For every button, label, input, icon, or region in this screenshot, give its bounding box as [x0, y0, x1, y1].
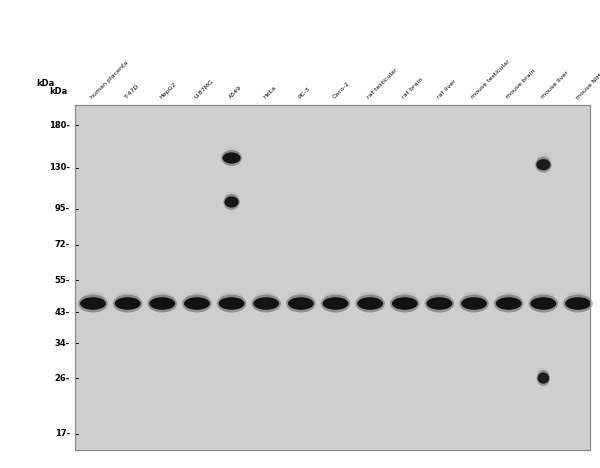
- Ellipse shape: [529, 294, 558, 313]
- Text: HeLa: HeLa: [263, 85, 278, 100]
- Ellipse shape: [563, 294, 593, 313]
- Ellipse shape: [425, 294, 454, 313]
- Ellipse shape: [78, 294, 108, 313]
- Ellipse shape: [221, 150, 242, 166]
- Ellipse shape: [324, 292, 347, 301]
- Text: rat liver: rat liver: [436, 79, 457, 100]
- Ellipse shape: [223, 194, 240, 210]
- Ellipse shape: [536, 159, 550, 170]
- Text: kDa: kDa: [36, 79, 54, 88]
- Ellipse shape: [182, 294, 212, 313]
- Ellipse shape: [286, 294, 316, 313]
- Text: 43-: 43-: [55, 308, 70, 317]
- Ellipse shape: [113, 294, 142, 313]
- Ellipse shape: [253, 297, 279, 310]
- Ellipse shape: [225, 191, 238, 199]
- Ellipse shape: [220, 292, 243, 301]
- Text: mouse NIH/3T3: mouse NIH/3T3: [574, 62, 600, 100]
- Ellipse shape: [288, 297, 314, 310]
- Text: mouse brain: mouse brain: [505, 69, 536, 100]
- Ellipse shape: [184, 297, 210, 310]
- Ellipse shape: [323, 297, 349, 310]
- Ellipse shape: [565, 297, 591, 310]
- Text: rat testicular: rat testicular: [367, 68, 399, 100]
- Ellipse shape: [149, 297, 175, 310]
- Ellipse shape: [538, 368, 548, 376]
- Ellipse shape: [82, 292, 104, 301]
- Text: U-87MG: U-87MG: [193, 79, 215, 100]
- Ellipse shape: [393, 292, 416, 301]
- Ellipse shape: [185, 292, 209, 301]
- Text: kDa: kDa: [49, 87, 67, 95]
- Ellipse shape: [80, 297, 106, 310]
- Text: A549: A549: [228, 85, 243, 100]
- Text: T-47D: T-47D: [124, 83, 140, 100]
- Ellipse shape: [392, 297, 418, 310]
- Text: rat brain: rat brain: [401, 77, 424, 100]
- Text: 95-: 95-: [55, 204, 70, 213]
- Ellipse shape: [496, 297, 521, 310]
- Text: 55-: 55-: [55, 276, 70, 285]
- Ellipse shape: [223, 153, 241, 164]
- Ellipse shape: [427, 297, 452, 310]
- Text: 26-: 26-: [55, 373, 70, 383]
- Text: 17-: 17-: [55, 429, 70, 438]
- Text: 34-: 34-: [55, 338, 70, 348]
- Ellipse shape: [497, 292, 520, 301]
- Ellipse shape: [217, 294, 247, 313]
- Ellipse shape: [459, 294, 489, 313]
- Ellipse shape: [151, 292, 174, 301]
- Text: HepG2: HepG2: [159, 81, 178, 100]
- Ellipse shape: [359, 292, 382, 301]
- Text: human placenta: human placenta: [89, 60, 130, 100]
- Ellipse shape: [494, 294, 524, 313]
- Ellipse shape: [224, 197, 239, 208]
- Ellipse shape: [357, 297, 383, 310]
- Text: 180-: 180-: [49, 121, 70, 130]
- Ellipse shape: [251, 294, 281, 313]
- Ellipse shape: [148, 294, 177, 313]
- Ellipse shape: [461, 297, 487, 310]
- Ellipse shape: [532, 292, 555, 301]
- Text: PC-3: PC-3: [298, 87, 311, 100]
- Ellipse shape: [428, 292, 451, 301]
- Ellipse shape: [536, 370, 550, 386]
- Text: mouse testicular: mouse testicular: [470, 59, 511, 100]
- Text: Caco-2: Caco-2: [332, 81, 351, 100]
- Ellipse shape: [463, 292, 485, 301]
- Ellipse shape: [116, 292, 139, 301]
- Ellipse shape: [537, 154, 550, 162]
- Ellipse shape: [538, 373, 549, 384]
- Ellipse shape: [566, 292, 590, 301]
- Text: 130-: 130-: [49, 163, 70, 172]
- Ellipse shape: [390, 294, 419, 313]
- Ellipse shape: [223, 147, 239, 155]
- Bar: [75, 105, 590, 450]
- Ellipse shape: [535, 157, 551, 173]
- Ellipse shape: [320, 294, 350, 313]
- Ellipse shape: [289, 292, 313, 301]
- Ellipse shape: [530, 297, 556, 310]
- Text: 72-: 72-: [55, 241, 70, 249]
- Ellipse shape: [218, 297, 244, 310]
- Text: mouse liver: mouse liver: [540, 70, 569, 100]
- Ellipse shape: [254, 292, 278, 301]
- Ellipse shape: [355, 294, 385, 313]
- Ellipse shape: [115, 297, 140, 310]
